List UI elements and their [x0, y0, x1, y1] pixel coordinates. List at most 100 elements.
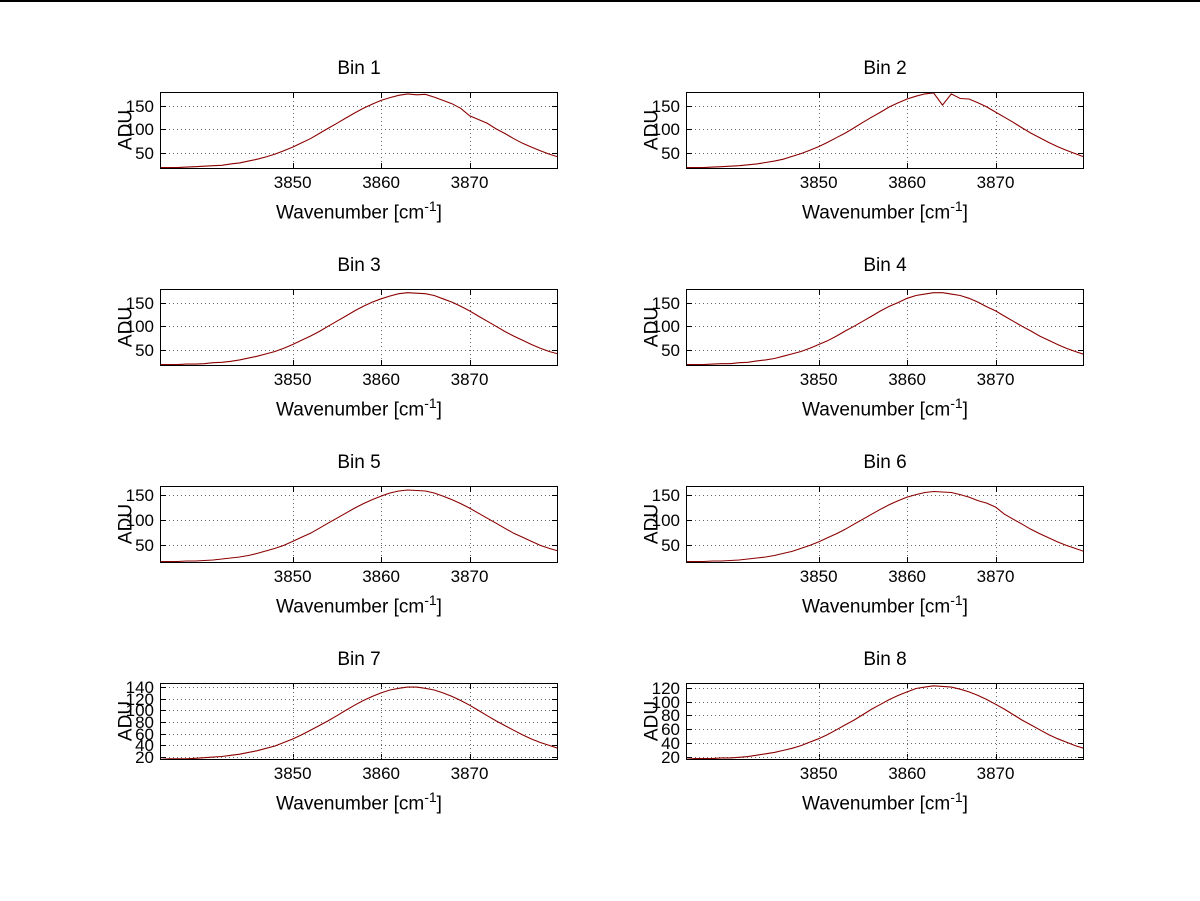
x-tick-label: 3850	[799, 764, 838, 783]
y-tick-label: 140	[125, 678, 154, 698]
x-tick-label: 3860	[362, 764, 401, 783]
plot-title: Bin 5	[337, 452, 381, 473]
y-axis-label: ADU	[641, 700, 663, 742]
y-tick-label: 50	[135, 340, 154, 360]
x-tick-label: 3860	[362, 567, 401, 586]
y-axis-label: ADU	[641, 109, 663, 151]
x-axis-label: Wavenumber [cm-1]	[802, 395, 968, 421]
axes-frame	[160, 289, 558, 366]
y-tick-label: 20	[135, 748, 154, 768]
y-tick-label: 60	[135, 724, 154, 744]
y-axis-label: ADU	[115, 503, 137, 545]
x-axis-label: Wavenumber [cm-1]	[802, 592, 968, 618]
subplot-bin-6: Bin 6 ADU 50 100 150 3850 3860 3870 Wavenumb…	[576, 452, 1136, 628]
x-axis-label: Wavenumber [cm-1]	[276, 592, 442, 618]
y-tick-label: 100	[125, 120, 154, 140]
axes-frame	[686, 92, 1084, 169]
plot-title: Bin 2	[863, 58, 907, 79]
y-axis-label: ADU	[115, 109, 137, 151]
plot-title: Bin 1	[337, 58, 381, 79]
spectrum-line	[686, 685, 1084, 760]
plot-title: Bin 4	[863, 255, 907, 276]
x-tick-label: 3870	[450, 567, 489, 586]
x-tick-label: 3850	[273, 764, 312, 783]
subplot-bin-2: Bin 2 ADU 50 100 150 3850 3860 3870 Wavenumb…	[576, 58, 1136, 234]
x-tick-label: 3850	[273, 173, 312, 192]
y-axis-label: ADU	[641, 503, 663, 545]
axes-frame	[160, 683, 558, 760]
axes-frame	[160, 92, 558, 169]
x-tick-label: 3870	[450, 173, 489, 192]
y-axis-label: ADU	[115, 700, 137, 742]
x-tick-label: 3850	[799, 370, 838, 389]
axes-frame	[160, 486, 558, 563]
x-axis-label: Wavenumber [cm-1]	[276, 395, 442, 421]
y-tick-label: 50	[661, 340, 680, 360]
y-tick-label: 40	[661, 733, 680, 753]
plot-title: Bin 3	[337, 255, 381, 276]
x-tick-label: 3860	[888, 567, 927, 586]
axes-frame	[686, 289, 1084, 366]
plot-area	[160, 683, 558, 760]
y-axis-label: ADU	[115, 306, 137, 348]
y-tick-label: 100	[125, 701, 154, 721]
plot-title: Bin 7	[337, 649, 381, 670]
subplot-bin-4: Bin 4 ADU 50 100 150 3850 3860 3870 Wavenumb…	[576, 255, 1136, 431]
plot-title: Bin 6	[863, 452, 907, 473]
x-tick-label: 3870	[450, 370, 489, 389]
y-tick-label: 150	[651, 97, 680, 116]
y-tick-label: 80	[135, 713, 154, 733]
x-tick-label: 3860	[362, 173, 401, 192]
y-tick-label: 80	[661, 706, 680, 726]
subplot-bin-7: Bin 7 ADU 20 40 60 80 100 120 140 3850 3860 3870…	[50, 649, 610, 825]
y-tick-label: 150	[125, 294, 154, 313]
y-tick-label: 60	[661, 720, 680, 740]
y-tick-label: 50	[661, 536, 680, 556]
plot-title: Bin 8	[863, 649, 907, 670]
spectrum-line	[686, 490, 1084, 563]
x-tick-label: 3860	[888, 764, 927, 783]
x-tick-label: 3850	[273, 370, 312, 389]
x-tick-label: 3870	[976, 764, 1015, 783]
spectrum-line	[160, 292, 558, 366]
y-tick-label: 50	[135, 143, 154, 163]
x-axis-label: Wavenumber [cm-1]	[276, 198, 442, 224]
y-tick-label: 40	[135, 736, 154, 756]
y-tick-label: 100	[651, 317, 680, 337]
plot-area	[686, 683, 1084, 760]
axes-frame	[686, 486, 1084, 563]
y-tick-label: 50	[661, 143, 680, 163]
x-axis-label: Wavenumber [cm-1]	[802, 789, 968, 815]
y-axis-label: ADU	[641, 306, 663, 348]
axes-frame	[686, 683, 1084, 760]
y-tick-label: 100	[125, 511, 154, 531]
y-tick-label: 100	[651, 692, 680, 712]
plot-area	[686, 486, 1084, 563]
x-tick-label: 3870	[976, 173, 1015, 192]
x-axis-label: Wavenumber [cm-1]	[276, 789, 442, 815]
subplot-bin-3: Bin 3 ADU 50 100 150 3850 3860 3870 Wavenumb…	[50, 255, 610, 431]
y-tick-label: 100	[125, 317, 154, 337]
plot-area	[160, 486, 558, 563]
x-tick-label: 3860	[362, 370, 401, 389]
subplot-bin-8: Bin 8 ADU 20 40 60 80 100 120 3850 3860 3870 Wa…	[576, 649, 1136, 825]
window-top-border	[0, 0, 1200, 2]
x-tick-label: 3850	[273, 567, 312, 586]
y-tick-label: 120	[651, 678, 680, 698]
x-tick-label: 3850	[799, 173, 838, 192]
spectrum-line	[686, 292, 1084, 366]
y-tick-label: 120	[125, 689, 154, 709]
spectrum-line	[160, 489, 558, 563]
plot-area	[686, 289, 1084, 366]
spectrum-line	[686, 92, 1084, 169]
y-tick-label: 100	[651, 511, 680, 531]
x-tick-label: 3870	[976, 567, 1015, 586]
y-tick-label: 150	[125, 97, 154, 116]
x-tick-label: 3860	[888, 370, 927, 389]
y-tick-label: 100	[651, 120, 680, 140]
y-tick-label: 20	[661, 747, 680, 767]
y-tick-label: 50	[135, 536, 154, 556]
x-tick-label: 3860	[888, 173, 927, 192]
spectrum-line	[160, 93, 558, 169]
spectrum-line	[160, 686, 558, 760]
